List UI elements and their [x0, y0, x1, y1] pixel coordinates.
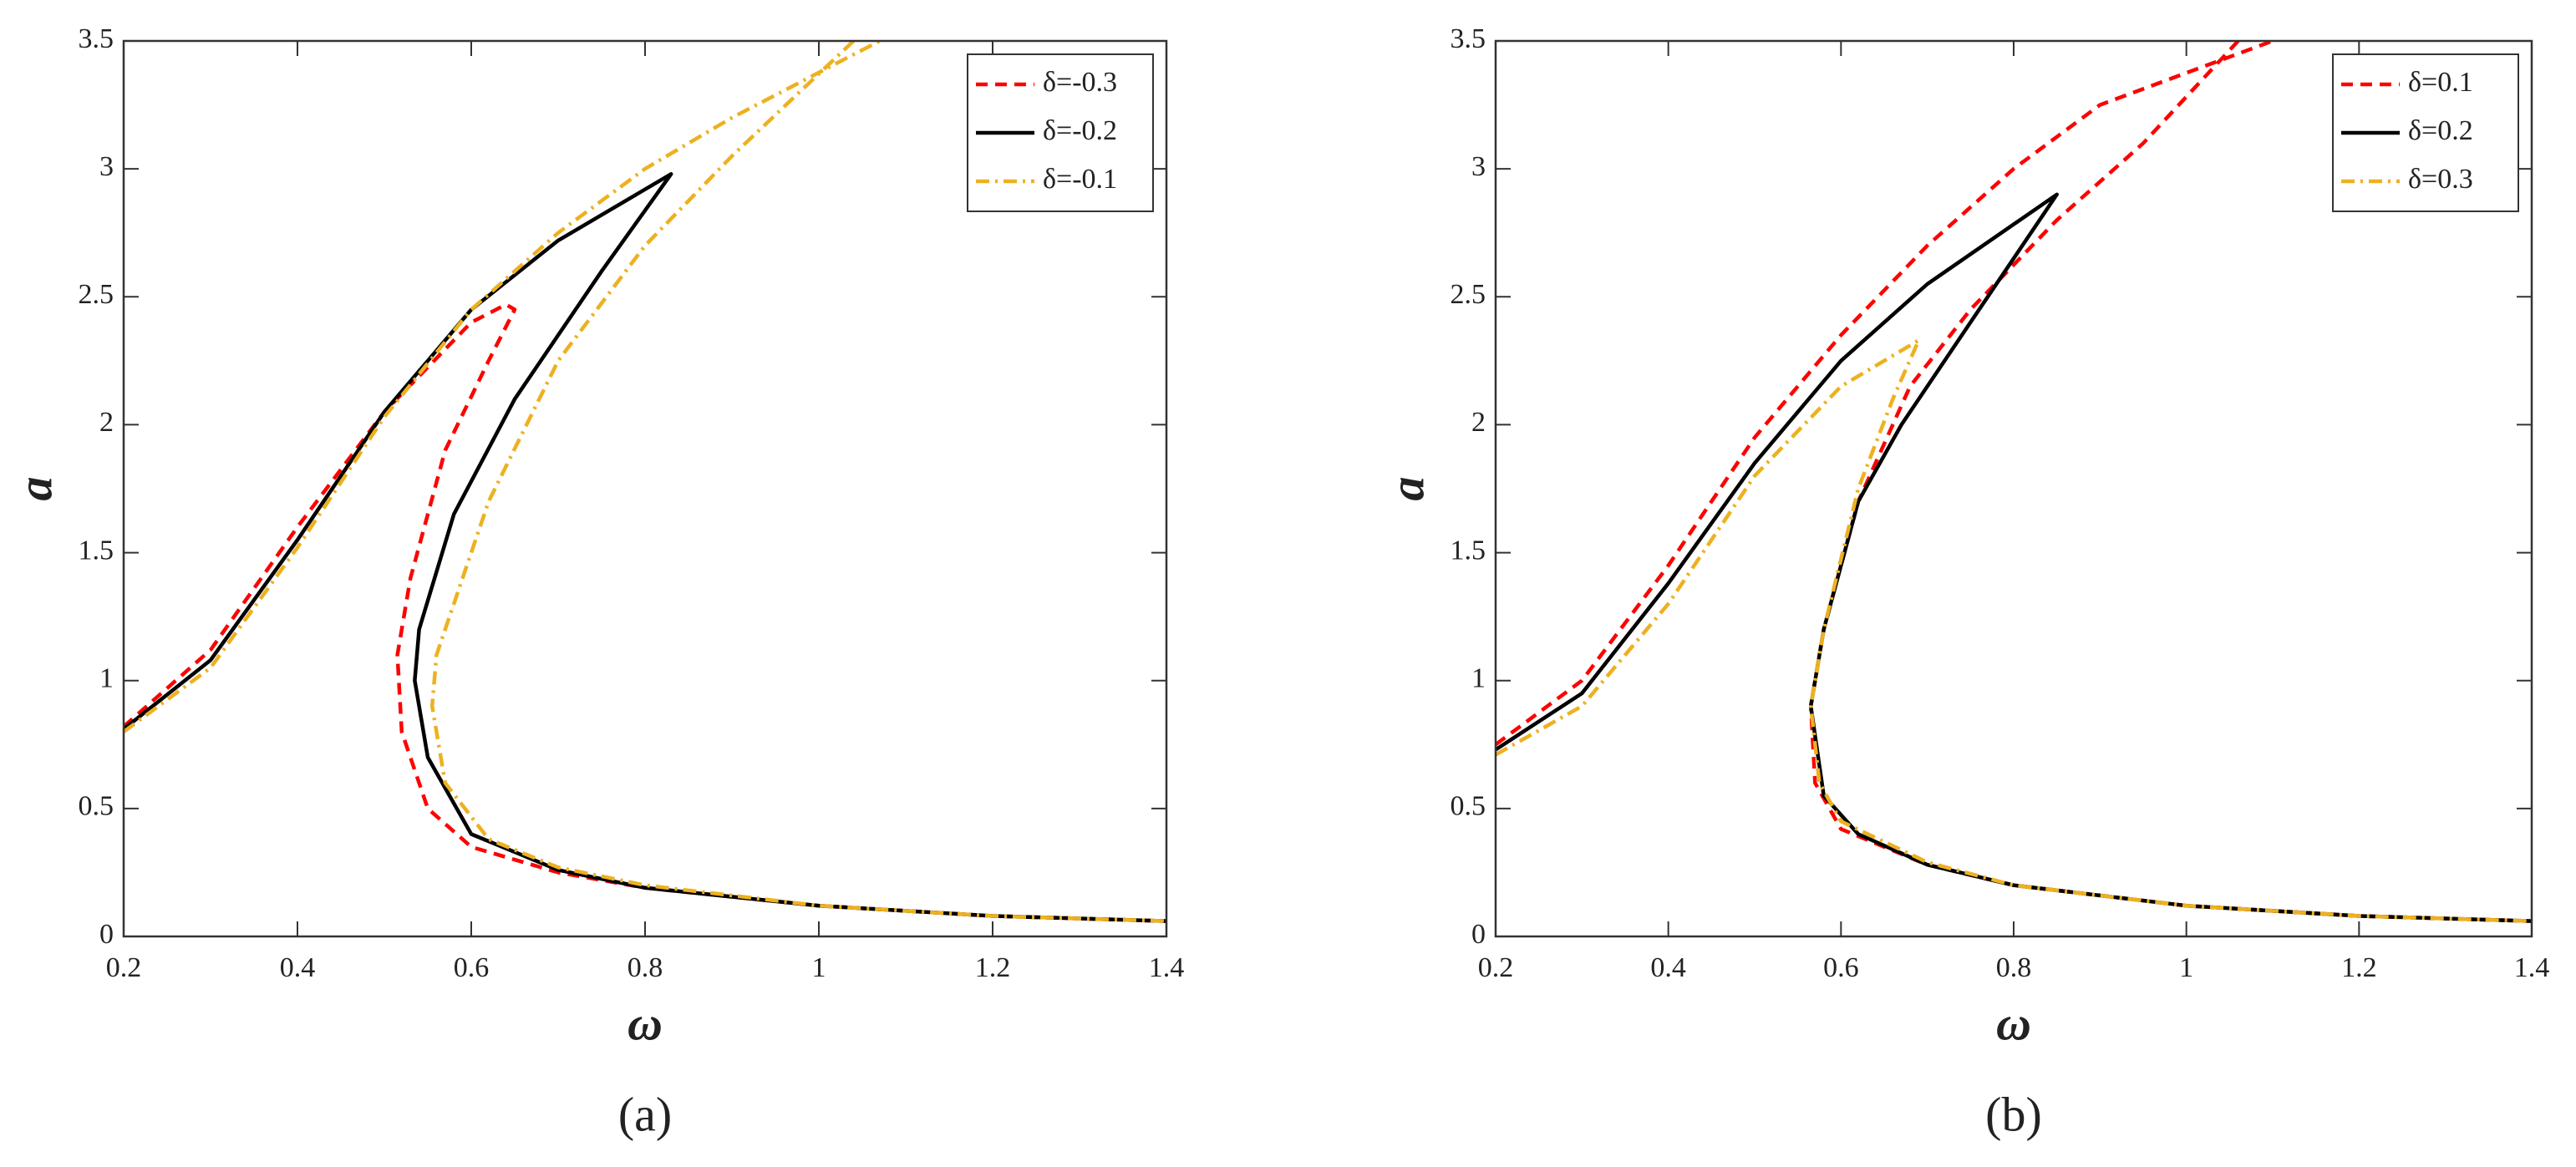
- x-tick-label: 0.4: [1650, 952, 1686, 983]
- x-tick-label: 0.6: [1823, 952, 1859, 983]
- y-tick-label: 1: [99, 663, 114, 694]
- y-axis-label: a: [1379, 477, 1434, 501]
- chart: 0.2 0.4 0.6 0.8 1 1.2 1.4 0 0.5 1 1.5 2 2.5 3 3.5 ω a (b)…: [1379, 23, 2549, 1142]
- x-tick-label: 1.2: [2341, 952, 2377, 983]
- x-tick-label: 0.8: [627, 952, 663, 983]
- y-tick-label: 0.5: [1451, 791, 1486, 822]
- y-tick-label: 2.5: [79, 279, 114, 310]
- series-line: [124, 41, 1166, 923]
- legend-label: δ=0.3: [2408, 164, 2473, 195]
- x-tick-label: 1: [812, 952, 826, 983]
- x-tick-label: 0.2: [1478, 952, 1514, 983]
- y-tick-label: 0: [1471, 919, 1486, 950]
- series-line: [1496, 192, 2532, 923]
- y-axis-label: a: [8, 477, 62, 501]
- x-tick-label: 1.2: [975, 952, 1011, 983]
- y-tick-label: 0: [99, 919, 114, 950]
- x-tick-label: 0.4: [280, 952, 316, 983]
- legend-label: δ=-0.2: [1043, 115, 1117, 146]
- y-tick-label: 2: [1471, 407, 1486, 438]
- y-tick-label: 3: [99, 151, 114, 182]
- y-tick-label: 3: [1471, 151, 1486, 182]
- y-tick-label: 2: [99, 407, 114, 438]
- y-tick-label: 1.5: [79, 535, 114, 566]
- y-tick-label: 2.5: [1451, 279, 1486, 310]
- caption: (a): [618, 1087, 672, 1141]
- x-axis-label: ω: [627, 996, 663, 1050]
- x-tick-label: 0.2: [106, 952, 142, 983]
- x-axis-label: ω: [1996, 996, 2031, 1050]
- series-line: [124, 302, 1166, 923]
- y-tick-label: 1.5: [1451, 535, 1486, 566]
- y-tick-label: 0.5: [79, 791, 114, 822]
- y-tick-label: 3.5: [1451, 23, 1486, 54]
- x-tick-label: 1.4: [2514, 952, 2550, 983]
- plot-frame: [1494, 39, 2533, 938]
- chart: 0.2 0.4 0.6 0.8 1 1.2 1.4 0 0.5 1 1.5 2 2.5 3 3.5 ω a (a)…: [8, 23, 1184, 1142]
- x-tick-label: 0.8: [1996, 952, 2032, 983]
- series-line: [1496, 338, 2532, 923]
- series-line: [124, 172, 1166, 923]
- y-tick-label: 3.5: [79, 23, 114, 54]
- plot-frame: [122, 39, 1168, 938]
- y-tick-label: 1: [1471, 663, 1486, 694]
- legend-label: δ=-0.1: [1043, 164, 1117, 195]
- legend-label: δ=0.2: [2408, 115, 2473, 146]
- caption: (b): [1985, 1087, 2042, 1141]
- x-tick-label: 1.4: [1149, 952, 1185, 983]
- x-tick-label: 1: [2179, 952, 2193, 983]
- legend-label: δ=-0.3: [1043, 67, 1117, 98]
- x-tick-label: 0.6: [454, 952, 490, 983]
- legend-label: δ=0.1: [2408, 67, 2473, 98]
